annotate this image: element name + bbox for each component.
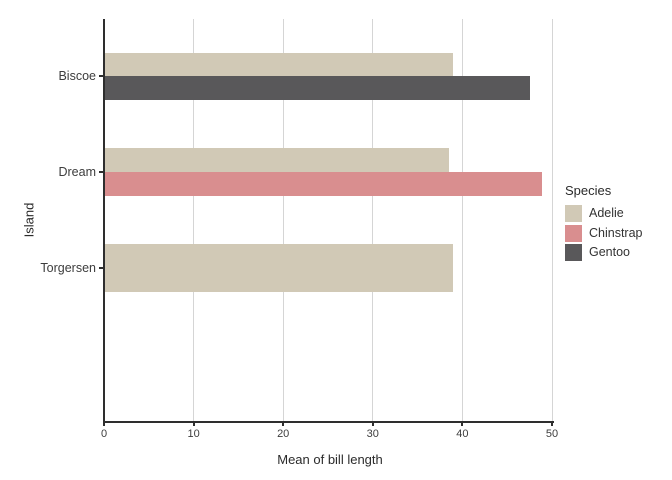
bar-torgersen-adelie (104, 243, 453, 292)
gridline-x-40 (461, 19, 463, 421)
legend-title: Species (565, 183, 612, 198)
x-tick-50 (551, 423, 553, 426)
bar-biscoe-gentoo (104, 76, 530, 101)
legend-swatch-chinstrap (565, 224, 582, 242)
bar-dream-adelie (104, 148, 449, 173)
x-tick-10 (192, 423, 195, 426)
legend: Species Adelie Chinstrap Gentoo (565, 183, 643, 264)
gridline-x-20 (282, 19, 284, 421)
y-tick-label-biscoe: Biscoe (58, 69, 96, 84)
x-axis-line (103, 421, 554, 423)
y-tick-label-dream: Dream (58, 165, 96, 180)
x-tick-label-20: 20 (277, 428, 290, 440)
legend-item-adelie: Adelie (565, 205, 643, 222)
x-tick-20 (282, 423, 285, 426)
bar-biscoe-adelie (104, 52, 454, 77)
y-tick-label-torgersen: Torgersen (40, 260, 96, 275)
legend-swatch-adelie (565, 205, 582, 222)
x-tick-label-10: 10 (187, 428, 200, 440)
x-tick-label-30: 30 (366, 428, 379, 440)
y-axis-line (103, 19, 105, 423)
x-tick-label-0: 0 (100, 428, 108, 440)
x-tick-label-50: 50 (545, 428, 559, 440)
y-axis-title: Island (21, 202, 37, 238)
legend-item-gentoo: Gentoo (565, 244, 643, 261)
y-tick-dream (99, 171, 104, 174)
y-tick-biscoe (99, 75, 104, 78)
bar-dream-chinstrap (104, 172, 542, 197)
gridline-x-10 (193, 19, 195, 421)
legend-swatch-gentoo (565, 244, 582, 261)
x-axis-title: Mean of bill length (277, 452, 383, 467)
legend-label-adelie: Adelie (589, 206, 624, 220)
legend-label-chinstrap: Chinstrap (589, 225, 643, 240)
y-tick-torgersen (99, 266, 104, 269)
legend-label-gentoo: Gentoo (589, 245, 631, 259)
gridline-x-50 (551, 19, 553, 421)
plot-panel (104, 19, 556, 421)
gridline-x-30 (372, 19, 374, 421)
legend-item-chinstrap: Chinstrap (565, 224, 643, 242)
x-tick-0 (103, 423, 105, 426)
legend-items: Adelie Chinstrap Gentoo (565, 205, 643, 261)
x-tick-30 (371, 423, 374, 426)
x-tick-40 (461, 423, 464, 426)
x-tick-label-40: 40 (456, 428, 469, 440)
